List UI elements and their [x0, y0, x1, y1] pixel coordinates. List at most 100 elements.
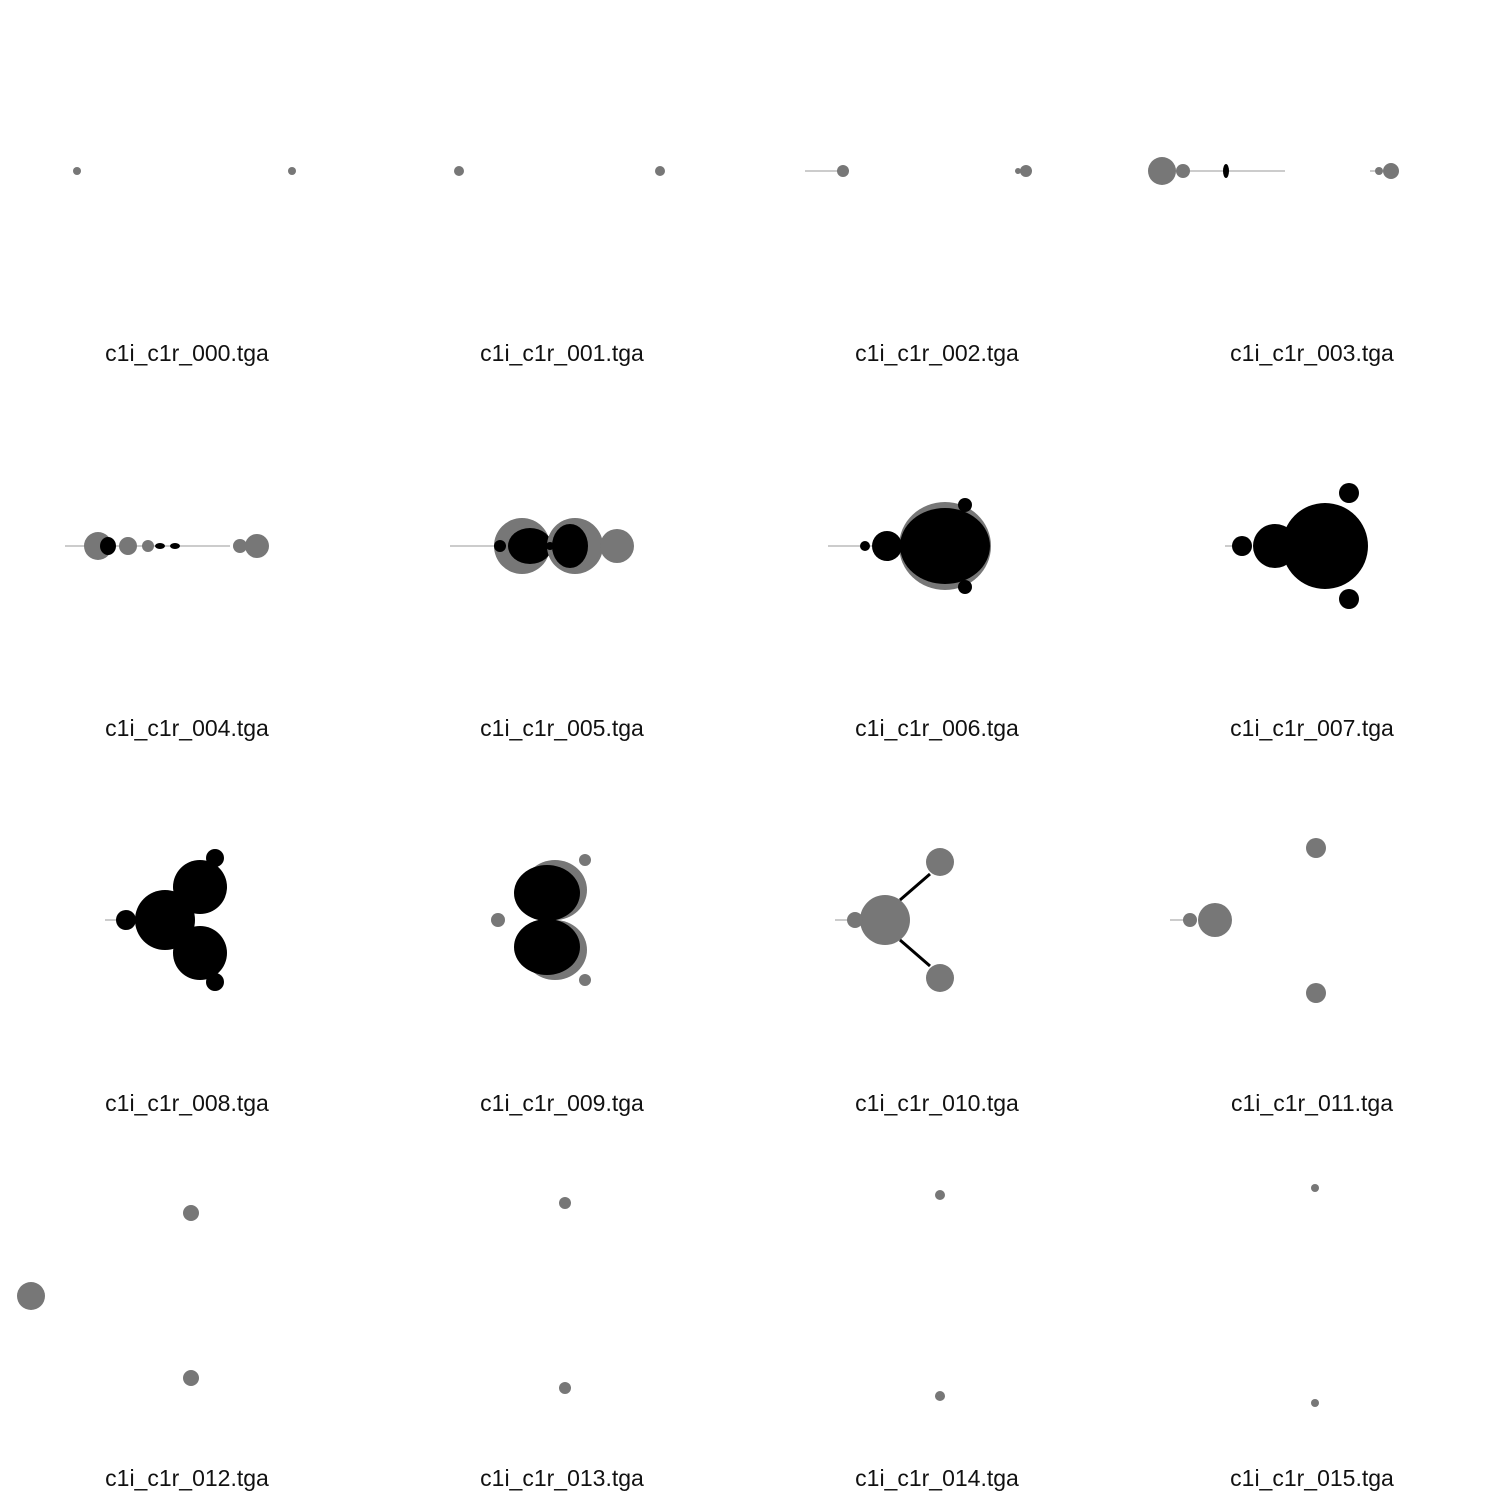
thumbnail: c1i_c1r_002.tga: [750, 0, 1125, 366]
file-name: c1i_c1r_014.tga: [855, 1465, 1019, 1491]
thumbnail-image: [0, 375, 375, 675]
file-name: c1i_c1r_001.tga: [480, 340, 644, 366]
fractal-bulb: [935, 1391, 945, 1401]
thumbnail-image: [1125, 1125, 1500, 1425]
fractal-body: [514, 865, 580, 921]
fractal-bulb: [183, 1205, 199, 1221]
thumbnail: c1i_c1r_014.tga: [750, 1125, 1125, 1491]
fractal-bulb: [1295, 510, 1315, 530]
fractal-bulb: [860, 895, 910, 945]
fractal-bulb: [288, 167, 296, 175]
fractal-bulb: [958, 580, 972, 594]
file-name: c1i_c1r_013.tga: [480, 1465, 644, 1491]
fractal-bulb: [1311, 1399, 1319, 1407]
fractal-body: [1223, 164, 1229, 178]
fractal-filament: [899, 872, 931, 902]
thumbnail: c1i_c1r_012.tga: [0, 1125, 375, 1491]
fractal-bulb: [119, 537, 137, 555]
file-name: c1i_c1r_011.tga: [1231, 1090, 1393, 1116]
fractal-bulb: [958, 498, 972, 512]
fractal-bulb: [1295, 562, 1315, 582]
fractal-bulb: [183, 1370, 199, 1386]
file-name: c1i_c1r_005.tga: [480, 715, 644, 741]
fractal-bulb: [1015, 168, 1021, 174]
fractal-bulb: [655, 166, 665, 176]
fractal-bulb: [1306, 838, 1326, 858]
fractal-bulb: [860, 541, 870, 551]
thumbnail-image: [0, 0, 375, 300]
fractal-bulb: [1311, 1184, 1319, 1192]
file-name: c1i_c1r_007.tga: [1230, 715, 1394, 741]
fractal-bulb: [17, 1282, 45, 1310]
fractal-bulb: [1148, 157, 1176, 185]
fractal-bulb: [206, 973, 224, 991]
fractal-bulb: [206, 849, 224, 867]
thumbnail-image: [375, 1125, 750, 1425]
file-name: c1i_c1r_009.tga: [480, 1090, 644, 1116]
fractal-filament: [899, 938, 931, 968]
file-name: c1i_c1r_010.tga: [855, 1090, 1019, 1116]
fractal-bulb: [73, 167, 81, 175]
fractal-bulb: [1339, 589, 1359, 609]
fractal-bulb: [454, 166, 464, 176]
thumbnail-image: [750, 0, 1125, 300]
fractal-bulb: [173, 860, 227, 914]
fractal-bulb: [926, 848, 954, 876]
thumbnail: c1i_c1r_007.tga: [1125, 375, 1500, 741]
thumbnail: c1i_c1r_015.tga: [1125, 1125, 1500, 1491]
fractal-bulb: [1183, 913, 1197, 927]
file-name: c1i_c1r_003.tga: [1230, 340, 1394, 366]
thumbnail: c1i_c1r_013.tga: [375, 1125, 750, 1491]
file-name: c1i_c1r_015.tga: [1230, 1465, 1394, 1491]
fractal-bulb: [1375, 167, 1383, 175]
thumbnail: c1i_c1r_010.tga: [750, 750, 1125, 1116]
thumbnail-image: [1125, 750, 1500, 1050]
fractal-body: [100, 537, 116, 555]
fractal-bulb: [494, 540, 506, 552]
fractal-bulb: [1383, 163, 1399, 179]
thumbnail: c1i_c1r_005.tga: [375, 375, 750, 741]
fractal-bulb: [847, 912, 863, 928]
file-name: c1i_c1r_000.tga: [105, 340, 269, 366]
file-name: c1i_c1r_006.tga: [855, 715, 1019, 741]
thumbnail: c1i_c1r_004.tga: [0, 375, 375, 741]
fractal-bulb: [1176, 164, 1190, 178]
thumbnail-image: [375, 0, 750, 300]
fractal-body: [155, 543, 165, 549]
fractal-bulb: [546, 542, 554, 550]
fractal-bulb: [579, 854, 591, 866]
thumbnail: c1i_c1r_000.tga: [0, 0, 375, 366]
thumbnail: c1i_c1r_006.tga: [750, 375, 1125, 741]
fractal-bulb: [935, 1190, 945, 1200]
fractal-bulb: [1339, 483, 1359, 503]
fractal-bulb: [491, 913, 505, 927]
fractal-bulb: [837, 165, 849, 177]
fractal-body: [552, 524, 588, 568]
thumbnail-image: [750, 1125, 1125, 1425]
thumbnail: c1i_c1r_003.tga: [1125, 0, 1500, 366]
fractal-bulb: [872, 531, 902, 561]
fractal-body: [900, 508, 990, 584]
fractal-body: [170, 543, 180, 549]
fractal-bulb: [1198, 903, 1232, 937]
fractal-bulb: [1232, 536, 1252, 556]
thumbnail-image: [1125, 0, 1500, 300]
fractal-bulb: [1306, 983, 1326, 1003]
fractal-bulb: [142, 540, 154, 552]
fractal-bulb: [116, 910, 136, 930]
fractal-bulb: [600, 529, 634, 563]
fractal-bulb: [559, 1197, 571, 1209]
fractal-bulb: [559, 1382, 571, 1394]
fractal-bulb: [1253, 524, 1297, 568]
fractal-bulb: [579, 974, 591, 986]
fractal-body: [514, 919, 580, 975]
thumbnail: c1i_c1r_011.tga: [1125, 750, 1500, 1116]
thumbnail: c1i_c1r_001.tga: [375, 0, 750, 366]
file-name: c1i_c1r_004.tga: [105, 715, 269, 741]
fractal-body: [508, 528, 552, 564]
thumbnail: c1i_c1r_009.tga: [375, 750, 750, 1116]
fractal-bulb: [1020, 165, 1032, 177]
fractal-bulb: [233, 539, 247, 553]
fractal-bulb: [245, 534, 269, 558]
